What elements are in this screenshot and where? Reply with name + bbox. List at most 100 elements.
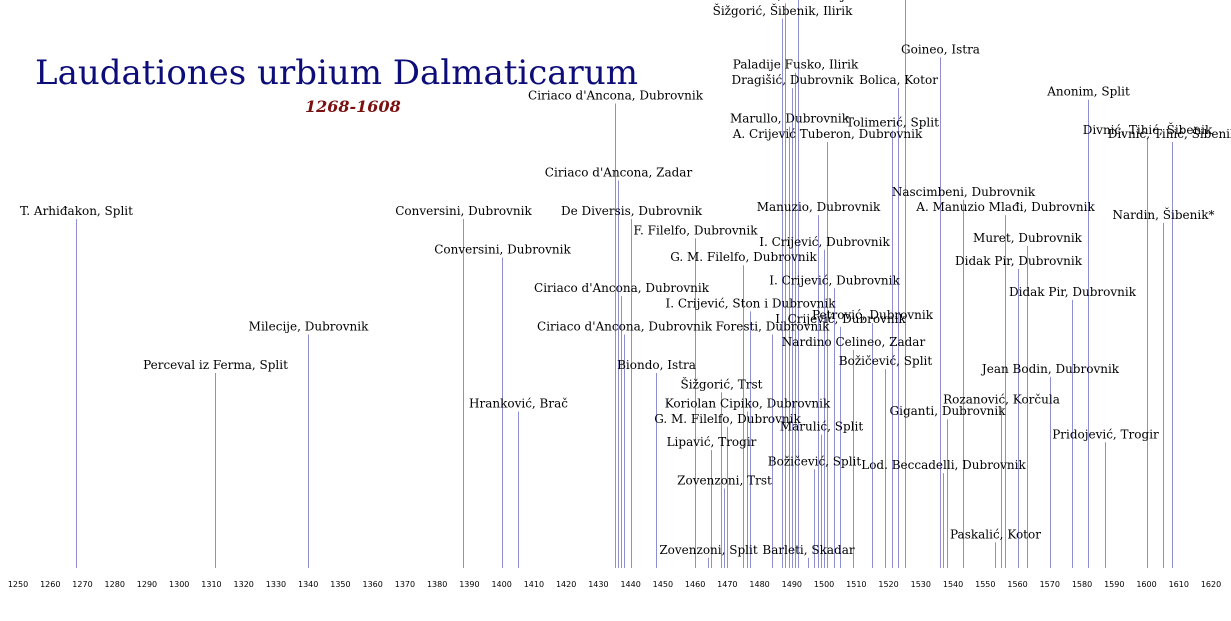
event-label: Božičević, Split <box>839 354 933 368</box>
event-label: Perceval iz Ferma, Split <box>143 358 288 372</box>
event-label: Lod. Beccadelli, Dubrovnik <box>861 458 1026 472</box>
event-label: Ciriaco d'Ancona, Dubrovnik <box>537 320 713 334</box>
x-tick-label: 1620 <box>1201 580 1221 589</box>
chart-subtitle: 1268-1608 <box>305 97 401 116</box>
event-label: I. Crijević, Ston i Dubrovnik <box>666 296 837 310</box>
x-tick-label: 1500 <box>814 580 834 589</box>
x-tick-label: 1330 <box>266 580 286 589</box>
event-label: Manuzio, Dubrovnik <box>757 200 881 214</box>
event-label: F. Filelfo, Dubrovnik <box>634 223 759 237</box>
event-label: Nardino Celineo, Zadar <box>782 335 926 349</box>
event-label: G. M. Filelfo, Dubrovnik <box>654 412 801 426</box>
event-label: G. M. Filelfo, Dubrovnik <box>670 250 817 264</box>
event-label: Pridojević, Trogir <box>1052 427 1159 441</box>
event-label: Zovenzoni, Split <box>659 543 757 557</box>
event-label: Didak Pir, Dubrovnik <box>955 254 1083 268</box>
event-label: Didak Pir, Dubrovnik <box>1009 285 1137 299</box>
event-label: Ciriaco d'Ancona, Dubrovnik <box>528 89 704 103</box>
x-tick-label: 1260 <box>40 580 60 589</box>
x-tick-label: 1440 <box>620 580 640 589</box>
event-label: Hranković, Brač <box>469 397 568 411</box>
event-label: Rozanović, Korčula <box>943 393 1060 407</box>
event-stems <box>76 0 1173 568</box>
x-tick-label: 1420 <box>556 580 576 589</box>
x-tick-label: 1470 <box>717 580 737 589</box>
event-label: Jean Bodin, Dubrovnik <box>980 362 1120 376</box>
x-tick-label: 1430 <box>588 580 608 589</box>
x-tick-label: 1550 <box>975 580 995 589</box>
event-label: Ciriaco d'Ancona, Zadar <box>545 166 693 180</box>
event-label: I. Crijević, Dubrovnik <box>769 273 900 287</box>
x-tick-label: 1250 <box>8 580 28 589</box>
x-tick-label: 1380 <box>427 580 447 589</box>
event-label: Severitan, *Dalmacija <box>719 0 852 2</box>
x-tick-label: 1540 <box>943 580 963 589</box>
event-label: Marulić, Split <box>780 420 864 434</box>
x-tick-label: 1600 <box>1136 580 1156 589</box>
x-tick-label: 1450 <box>653 580 673 589</box>
event-label: Muret, Dubrovnik <box>973 231 1083 245</box>
x-tick-label: 1530 <box>911 580 931 589</box>
x-tick-label: 1510 <box>846 580 866 589</box>
event-label: Tolimerić, Split <box>846 115 939 129</box>
event-label: Lipavić, Trogir <box>667 435 757 449</box>
event-label: Barleti, Skadar <box>762 543 854 557</box>
event-label: Paskalić, Kotor <box>950 527 1041 541</box>
x-axis-ticks: 1250 1260 1270 1280 1290 1300 1310 1320 1330 1340… <box>8 580 1221 589</box>
event-label: T. Arhiđakon, Split <box>20 204 133 218</box>
event-label: A. Manuzio Mlađi, Dubrovnik <box>915 200 1095 214</box>
event-label: Bolica, Kotor <box>859 73 938 87</box>
event-labels: T. Arhiđakon, Split Perceval iz Ferma, Sp… <box>20 0 1231 557</box>
event-label: Božičević, Split <box>768 454 862 468</box>
event-label: Dragišić, Dubrovnik <box>732 73 855 87</box>
x-tick-label: 1300 <box>169 580 189 589</box>
event-label: Paladije Fusko, Ilirik <box>733 58 859 72</box>
event-label: Ciriaco d'Ancona, Dubrovnik <box>534 281 710 295</box>
x-tick-label: 1310 <box>201 580 221 589</box>
event-label: Conversini, Dubrovnik <box>395 204 532 218</box>
x-tick-label: 1520 <box>878 580 898 589</box>
x-tick-label: 1400 <box>491 580 511 589</box>
x-tick-label: 1610 <box>1169 580 1189 589</box>
event-label: De Diversis, Dubrovnik <box>561 204 703 218</box>
x-tick-label: 1580 <box>1072 580 1092 589</box>
event-label: Giganti, Dubrovnik <box>890 404 1007 418</box>
event-label: Foresti, Dubrovnik <box>716 320 831 334</box>
x-tick-label: 1280 <box>105 580 125 589</box>
chart-title: Laudationes urbium Dalmaticarum <box>35 53 638 93</box>
event-label: Koriolan Cipiko, Dubrovnik <box>665 397 831 411</box>
event-label: Conversini, Dubrovnik <box>434 243 571 257</box>
x-tick-label: 1290 <box>137 580 157 589</box>
x-tick-label: 1570 <box>1040 580 1060 589</box>
event-label: Nascimbeni, Dubrovnik <box>892 185 1036 199</box>
event-label: Petrović, Dubrovnik <box>812 308 934 322</box>
event-label: Divnić, Tihić, Šibenik <box>1108 125 1231 141</box>
event-label: Zovenzoni, Trst <box>677 474 772 488</box>
event-label: Biondo, Istra <box>617 358 696 372</box>
event-label: Marullo, Dubrovnik <box>730 112 850 126</box>
event-label: Anonim, Split <box>1046 85 1130 99</box>
x-tick-label: 1460 <box>685 580 705 589</box>
x-tick-label: 1480 <box>749 580 769 589</box>
x-tick-label: 1340 <box>298 580 318 589</box>
event-label: Šižgorić, Trst <box>681 375 763 391</box>
x-tick-label: 1320 <box>234 580 254 589</box>
event-label: Divnić, Tihić, Šibenik <box>1083 121 1213 137</box>
x-tick-label: 1390 <box>459 580 479 589</box>
event-label: Milecije, Dubrovnik <box>249 320 369 334</box>
x-tick-label: 1490 <box>782 580 802 589</box>
event-label: Goineo, Istra <box>901 42 980 56</box>
event-label: Nardin, Šibenik* <box>1113 206 1215 222</box>
event-label: A. Crijević Tuberon, Dubrovnik <box>732 127 923 141</box>
x-tick-label: 1560 <box>1007 580 1027 589</box>
x-tick-label: 1410 <box>524 580 544 589</box>
x-tick-label: 1360 <box>362 580 382 589</box>
event-label: I. Crijević, Dubrovnik <box>759 235 890 249</box>
x-tick-label: 1350 <box>330 580 350 589</box>
event-label: I. Crijević, Dubrovnik <box>775 312 906 326</box>
event-label: Šižgorić, Šibenik, Ilirik <box>713 2 854 18</box>
x-tick-label: 1370 <box>395 580 415 589</box>
x-tick-label: 1590 <box>1104 580 1124 589</box>
x-tick-label: 1270 <box>72 580 92 589</box>
